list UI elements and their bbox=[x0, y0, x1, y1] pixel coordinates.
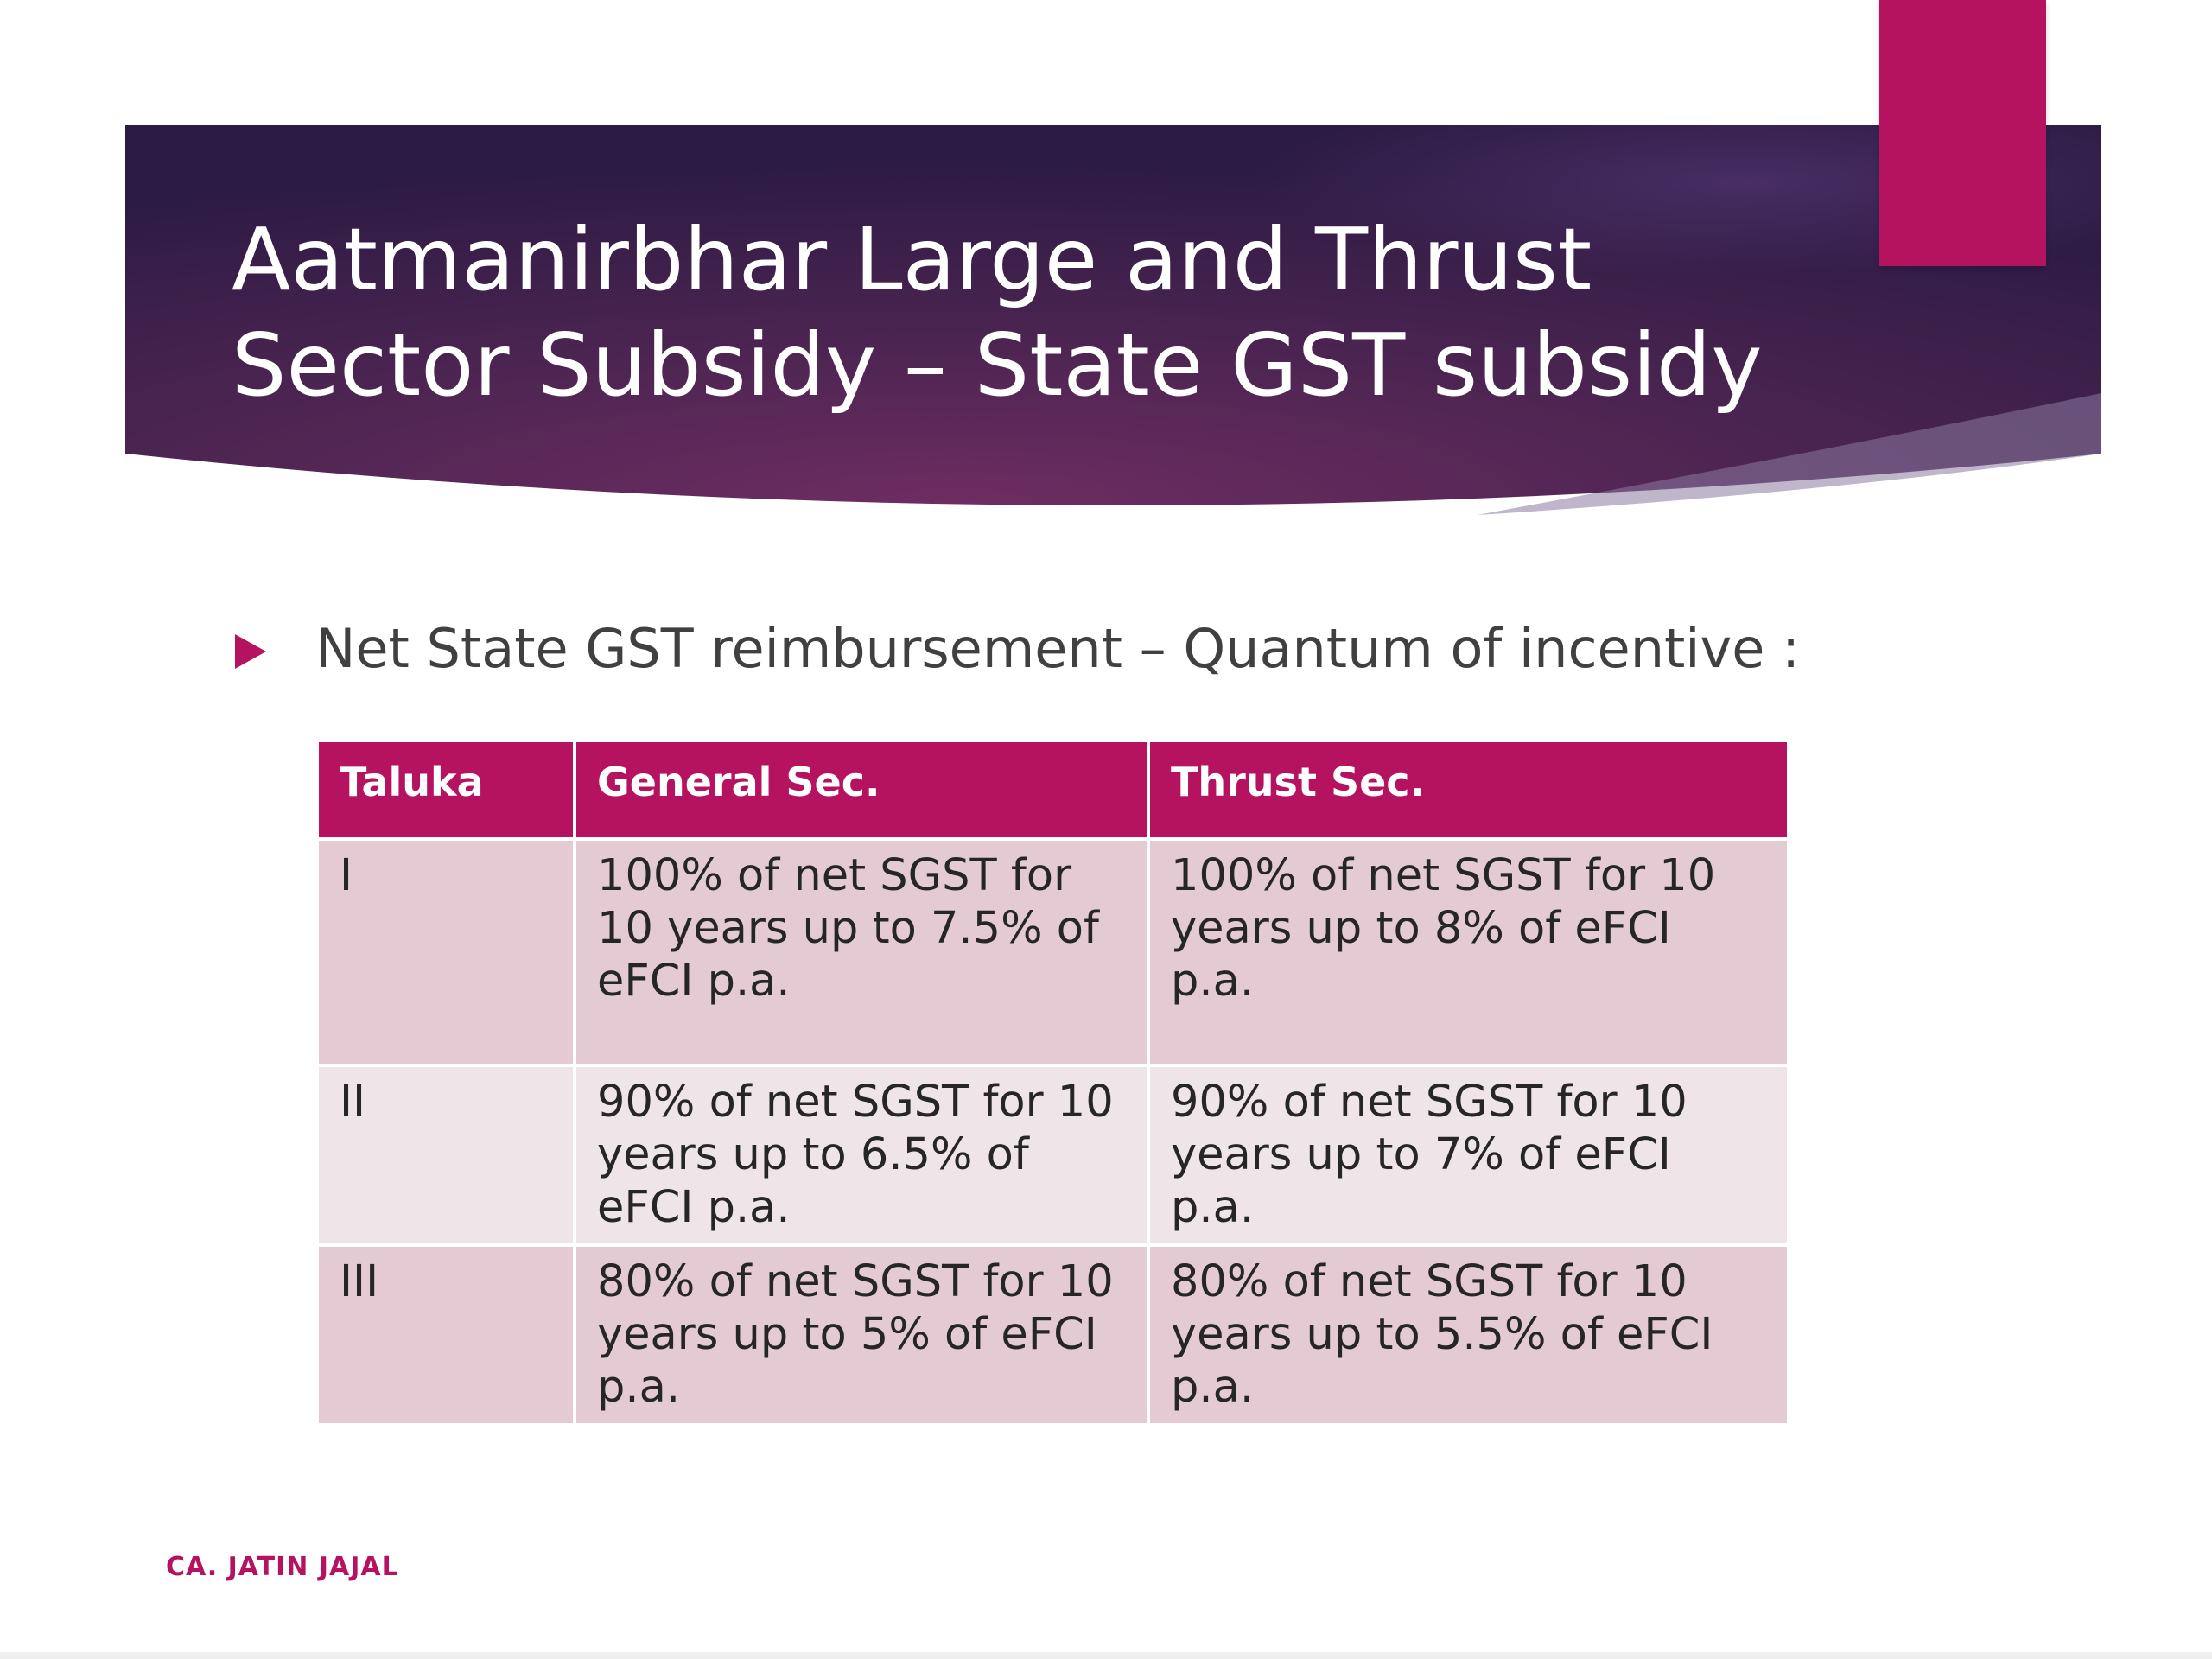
taluka-cell: I bbox=[315, 837, 576, 1067]
bullet-item: Net State GST reimbursement – Quantum of… bbox=[233, 615, 1961, 684]
title-line-1: Aatmanirbhar Large and Thrust bbox=[232, 209, 1592, 310]
header-general-sec: General Sec. bbox=[573, 739, 1150, 841]
table-row: III 80% of net SGST for 10 years up to 5… bbox=[315, 1243, 1790, 1427]
general-sec-cell: 100% of net SGST for 10 years up to 7.5%… bbox=[573, 837, 1150, 1067]
bullet-text: Net State GST reimbursement – Quantum of… bbox=[315, 617, 1800, 680]
general-sec-cell: 80% of net SGST for 10 years up to 5% of… bbox=[573, 1243, 1150, 1427]
accent-tab bbox=[1879, 0, 2046, 266]
table-row: I 100% of net SGST for 10 years up to 7.… bbox=[315, 837, 1790, 1067]
thrust-sec-cell: 80% of net SGST for 10 years up to 5.5% … bbox=[1147, 1243, 1790, 1427]
incentive-table: Taluka General Sec. Thrust Sec. I 100% o… bbox=[315, 739, 1790, 1427]
table-row: II 90% of net SGST for 10 years up to 6.… bbox=[315, 1064, 1790, 1247]
bottom-divider bbox=[0, 1652, 2212, 1659]
general-sec-cell: 90% of net SGST for 10 years up to 6.5% … bbox=[573, 1064, 1150, 1247]
footer-author: CA. JATIN JAJAL bbox=[166, 1552, 399, 1582]
bullet-arrow-icon bbox=[235, 634, 266, 669]
header-thrust-sec: Thrust Sec. bbox=[1147, 739, 1790, 841]
taluka-cell: III bbox=[315, 1243, 576, 1427]
thrust-sec-cell: 90% of net SGST for 10 years up to 7% of… bbox=[1147, 1064, 1790, 1247]
slide-title: Aatmanirbhar Large and Thrust Sector Sub… bbox=[232, 207, 1830, 418]
table-header-row: Taluka General Sec. Thrust Sec. bbox=[315, 739, 1790, 841]
title-line-2: Sector Subsidy – State GST subsidy bbox=[232, 315, 1763, 416]
thrust-sec-cell: 100% of net SGST for 10 years up to 8% o… bbox=[1147, 837, 1790, 1067]
header-taluka: Taluka bbox=[315, 739, 576, 841]
taluka-cell: II bbox=[315, 1064, 576, 1247]
